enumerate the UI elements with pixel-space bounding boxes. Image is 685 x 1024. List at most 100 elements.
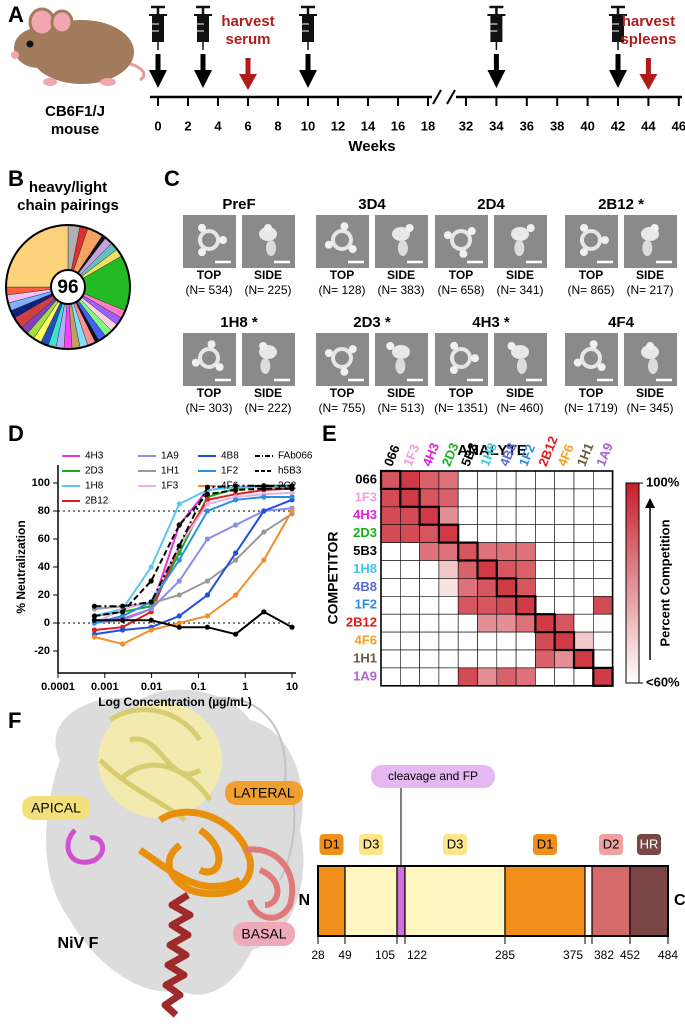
colorbar <box>625 482 640 684</box>
class-name: 3D4 <box>358 196 386 213</box>
x-tick-label: 0.001 <box>91 681 119 693</box>
data-point <box>261 494 267 500</box>
protein-structure-part <box>161 892 194 1018</box>
data-point <box>289 490 295 496</box>
row-label: 1A9 <box>353 668 377 683</box>
protein-structure-part <box>209 697 296 881</box>
mouse-illustration-part <box>26 40 34 48</box>
data-point <box>204 536 211 542</box>
view-label: SIDE <box>506 386 534 400</box>
arrow-head <box>299 70 317 88</box>
data-point <box>233 487 239 493</box>
tick-label: 40 <box>580 118 594 133</box>
mouse-illustration-part <box>14 28 62 68</box>
domain-label-bg <box>599 834 623 855</box>
tick-label: 44 <box>641 118 656 133</box>
panel-label: D <box>8 421 24 446</box>
heatmap-cell <box>535 560 556 579</box>
count-label: (N= 865) <box>567 283 614 297</box>
tick-label: 34 <box>489 118 504 133</box>
diagonal-outline <box>476 559 498 580</box>
data-point <box>233 631 239 637</box>
tick-label: 42 <box>611 118 625 133</box>
heatmap-cell <box>399 560 420 579</box>
heatmap-cell <box>573 488 594 508</box>
density <box>340 367 349 376</box>
domain-segment <box>629 865 669 937</box>
data-point <box>148 617 154 623</box>
density <box>264 224 272 232</box>
y-tick-label: 100 <box>32 477 50 489</box>
diagonal-outline <box>514 595 537 616</box>
data-point <box>91 617 98 623</box>
heatmap-cell <box>477 578 498 597</box>
em-image <box>624 215 677 268</box>
domain-segment <box>591 865 631 937</box>
density <box>331 347 353 369</box>
protein-structure-part <box>233 922 295 946</box>
data-point <box>289 494 295 500</box>
count-label: (N= 383) <box>377 283 424 297</box>
data-point <box>204 592 211 598</box>
heatmap-cell <box>438 578 459 597</box>
heatmap-cell <box>573 506 594 525</box>
heatmap-cell <box>592 542 613 561</box>
heatmap-cell <box>419 649 440 669</box>
syringe-barrel <box>490 16 503 42</box>
heatmap-cell <box>535 488 556 508</box>
density <box>580 223 589 232</box>
legend-label: 1H8 <box>85 481 104 492</box>
protein-structure <box>22 689 304 1018</box>
data-point <box>261 609 267 615</box>
harvest-arrow <box>239 58 257 90</box>
density <box>392 345 410 359</box>
diagonal-outline <box>553 630 576 652</box>
x-axis-title: Log Concentration (µg/mL) <box>98 695 252 709</box>
label: mouse <box>51 121 99 138</box>
heatmap-cell <box>477 488 498 508</box>
fit-curve <box>94 498 293 636</box>
heatmap-cell <box>419 470 440 490</box>
data-point <box>289 624 295 630</box>
row-label: 1F3 <box>355 489 377 504</box>
fit-curve <box>94 507 293 624</box>
center-disc <box>50 269 86 305</box>
density <box>392 227 410 241</box>
heatmap-cell <box>438 649 459 669</box>
heatmap-cell <box>592 631 613 651</box>
heatmap-cell <box>573 649 594 669</box>
count-label: (N= 534) <box>185 283 232 297</box>
heatmap-cell <box>457 542 478 561</box>
density <box>331 229 353 251</box>
injection-syringe <box>149 5 167 88</box>
data-point <box>261 486 267 492</box>
heatmap-cell <box>438 667 459 687</box>
label: CB6F1/J <box>45 103 105 120</box>
fit-curve <box>93 491 293 624</box>
chart-title: heavy/light <box>29 179 107 196</box>
density <box>511 345 529 359</box>
residue-label: 49 <box>338 948 352 962</box>
y-tick-label: 40 <box>38 561 50 573</box>
x-tick-label: 0.01 <box>141 681 162 693</box>
domain-bar-outline <box>317 865 669 937</box>
density <box>259 227 277 241</box>
count-label: (N= 1351) <box>434 401 488 415</box>
structure-label: APICAL <box>31 800 81 816</box>
view-label: TOP <box>330 268 354 282</box>
y-tick-label: 0 <box>44 617 50 629</box>
em-image <box>316 333 369 386</box>
domain-label: D1 <box>537 836 554 851</box>
data-point <box>119 641 126 647</box>
em-class-average <box>565 333 618 386</box>
class-name: 2D3 * <box>353 314 391 331</box>
heatmap-cell <box>399 578 420 597</box>
injection-syringe <box>299 5 317 88</box>
domain-label: D3 <box>363 836 380 851</box>
arrow-head <box>239 74 257 90</box>
arrow-head <box>639 74 658 90</box>
colorbar-label: 100% <box>646 474 680 489</box>
heatmap-cell <box>457 613 478 633</box>
heatmap-cell <box>592 667 613 687</box>
fit-curve <box>94 486 292 617</box>
